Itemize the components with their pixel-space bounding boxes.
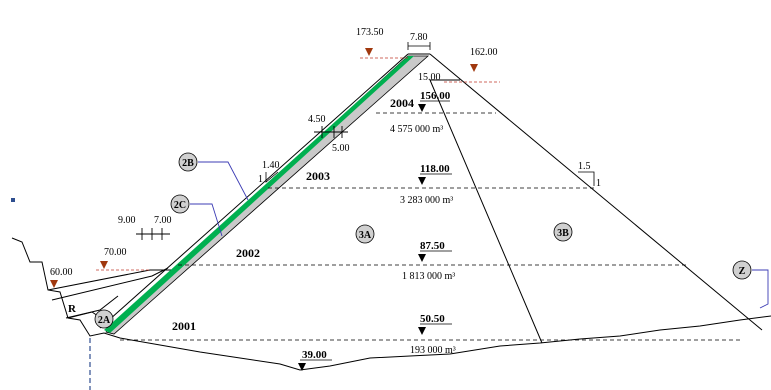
zone-circle [553, 222, 573, 242]
water-level-173-50: 173.50 [356, 27, 408, 59]
zone-label: 3B [557, 228, 569, 239]
water-level-label: 60.00 [50, 267, 73, 278]
upstream-slope-v: 1 [258, 174, 263, 185]
water-level-60-00: 60.00 [50, 267, 73, 288]
water-level-marker [50, 280, 58, 288]
water-level-marker [470, 64, 478, 72]
downstream-face-line [429, 53, 763, 331]
crest-dimension [407, 42, 431, 50]
downstream-slope-h: 1.5 [578, 161, 591, 172]
water-level-label: 173.50 [356, 27, 384, 38]
zone-leader-line [752, 269, 769, 309]
water-level-marker [100, 261, 108, 269]
stage-2003-volume: 3 283 000 m³ [400, 195, 453, 206]
zone-circle [732, 260, 752, 280]
zone-leader-line [190, 203, 223, 237]
zone-circle [94, 309, 114, 329]
stage-2003-elevation: 118.00 [418, 163, 452, 185]
zone-label: 2B [182, 158, 194, 169]
upstream-slope-h: 1.40 [262, 160, 280, 171]
downstream-slope-triangle [578, 171, 595, 186]
berm-label-right: 7.00 [154, 215, 172, 226]
stage-2003-name: 2003 [306, 169, 330, 183]
zone-2a-marker: 2A [94, 309, 114, 329]
water-level-162-00: 162.00 [444, 47, 500, 83]
water-level-marker [365, 48, 373, 56]
stage-2002-volume: 1 813 000 m³ [402, 271, 455, 282]
elevation-label: 50.50 [420, 313, 445, 325]
elevation-label: 39.00 [302, 349, 327, 361]
stage-2004-volume: 4 575 000 m³ [390, 124, 443, 135]
zone-label: Z [739, 266, 746, 277]
axis-mark [11, 198, 15, 202]
zone-3b-marker: 3B [553, 222, 573, 242]
stage-2002-name: 2002 [236, 246, 260, 260]
zone-circle [178, 152, 198, 172]
zone-label: 2C [174, 200, 186, 211]
zone-z-marker: Z [732, 260, 769, 309]
elevation-marker [298, 363, 306, 371]
zone-label: 2A [98, 315, 111, 326]
zone-circle [170, 194, 190, 214]
upstream-face-line [99, 53, 409, 329]
berm-dimension-line [136, 228, 170, 240]
water-level-label: 70.00 [104, 247, 127, 258]
elevation-label: 118.00 [420, 163, 450, 175]
zone-boundary-line [429, 79, 543, 344]
elevation-marker [418, 327, 426, 335]
berm-label-left: 9.00 [118, 215, 136, 226]
foundation-elevation: 39.00 [298, 349, 332, 371]
elevation-label: 87.50 [420, 240, 445, 252]
stage-2004-name: 2004 [390, 96, 414, 110]
berm-label-left: 4.50 [308, 114, 326, 125]
stage-2004-elevation: 156.00 [418, 90, 451, 112]
stage-2001-elevation: 50.50 [418, 313, 452, 335]
crest-offset-label: 15.00 [418, 72, 441, 83]
zone-2b-marker: 2B [178, 152, 249, 201]
zone-circle [355, 224, 375, 244]
zone-leader-line [198, 161, 249, 201]
zone-2c-marker: 2C [170, 194, 223, 237]
downstream-slope-v: 1 [596, 178, 601, 189]
berm-dimension-line [314, 126, 348, 138]
stage-2001-name: 2001 [172, 319, 196, 333]
elevation-label: 156.00 [420, 90, 451, 102]
crest-width-label: 7.80 [410, 32, 428, 43]
elevation-marker [418, 254, 426, 262]
stage-2002-elevation: 87.50 [418, 240, 452, 262]
water-level-label: 162.00 [470, 47, 498, 58]
berm-label-right: 5.00 [332, 143, 350, 154]
upper-berm-dimension: 4.50 5.00 [308, 114, 350, 154]
water-level-70-00: 70.00 [96, 247, 150, 271]
zone-r-label: R [68, 303, 77, 315]
upstream-slope-triangle [265, 171, 279, 183]
elevation-marker [418, 104, 426, 112]
stage-2001-volume: 193 000 m³ [410, 345, 456, 356]
elevation-marker [418, 177, 426, 185]
lower-berm-dimension: 9.00 7.00 [118, 215, 172, 240]
zone-label: 3A [359, 230, 372, 241]
zone-3a-marker: 3A [355, 224, 375, 244]
foundation-ground-line [11, 237, 771, 371]
face-slab-layer [104, 56, 414, 333]
